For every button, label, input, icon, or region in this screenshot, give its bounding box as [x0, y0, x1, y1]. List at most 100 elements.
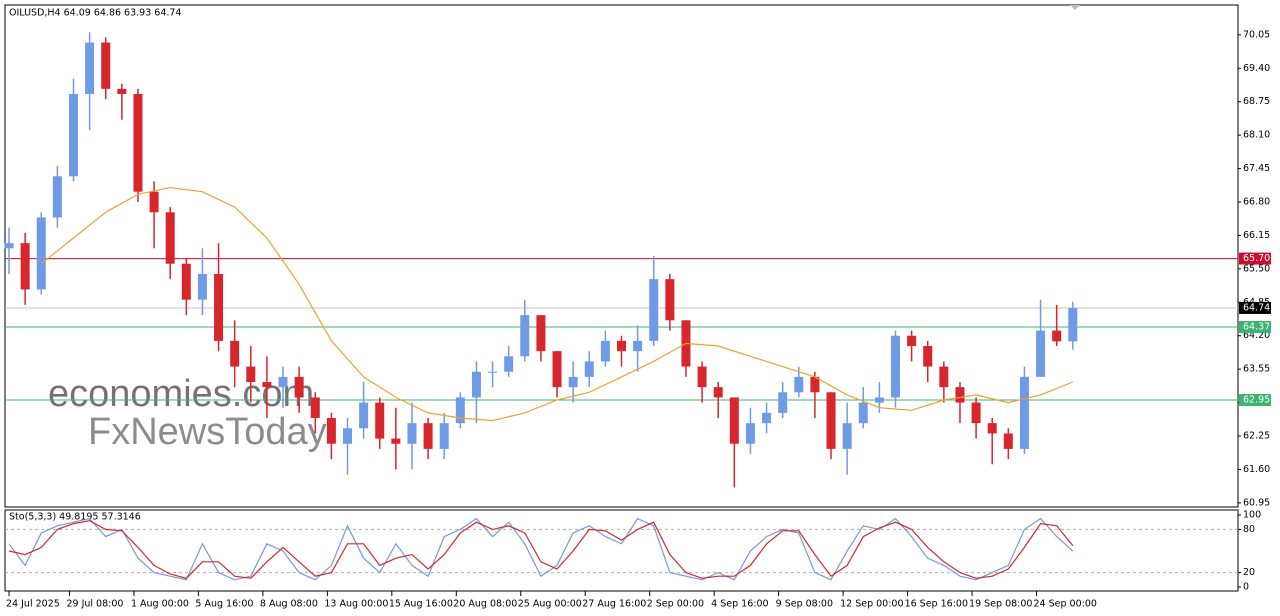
candle-body: [971, 402, 981, 424]
candle-body: [810, 376, 820, 393]
candle-body: [633, 340, 643, 352]
candle-body: [488, 371, 498, 373]
shift-marker: [1070, 5, 1080, 10]
candle-body: [117, 88, 127, 94]
candle-body: [133, 93, 143, 192]
candle-body: [69, 93, 78, 177]
candle-body: [891, 335, 900, 398]
y-tick-label: 62.25: [1243, 431, 1270, 442]
y-tick-label: 60.95: [1243, 497, 1270, 508]
watermark: economies.com: [48, 373, 314, 415]
candle-body: [536, 315, 546, 352]
candle-body: [729, 397, 739, 444]
x-tick-label: 13 Aug 00:00: [324, 599, 388, 610]
level-label-box: [1239, 320, 1271, 333]
x-tick-label: 27 Aug 16:00: [582, 599, 646, 610]
candle-body: [1003, 433, 1013, 449]
x-tick-label: 24 Sep 00:00: [1034, 599, 1097, 610]
stochastic-line: [8, 520, 1074, 579]
candle-body: [471, 371, 481, 398]
candle-body: [778, 392, 788, 413]
candle-body: [584, 361, 594, 377]
candle-body: [600, 340, 610, 362]
level-label: 64.37: [1243, 321, 1270, 332]
candle-body: [343, 428, 352, 444]
candle-body: [4, 243, 14, 249]
y-tick-label: 100: [1243, 509, 1261, 520]
y-tick-label: 20: [1243, 567, 1255, 578]
stochastic-panel-frame: [4, 509, 1239, 592]
candle-body: [165, 212, 175, 264]
candle-body: [665, 279, 675, 321]
candle-body: [359, 402, 369, 429]
y-tick-label: 68.75: [1243, 96, 1270, 107]
candle-body: [697, 366, 707, 388]
candle-body: [230, 340, 240, 367]
candle-body: [955, 387, 965, 403]
candle-body: [262, 382, 272, 388]
y-tick-label: 63.55: [1243, 364, 1270, 375]
x-tick-label: 20 Aug 08:00: [453, 599, 517, 610]
watermark: FxNewsToday: [88, 411, 327, 453]
y-tick-label: 66.15: [1243, 230, 1270, 241]
candle-body: [552, 351, 562, 388]
candle-body: [874, 397, 884, 403]
x-tick-label: 2 Sep 00:00: [647, 599, 704, 610]
moving-average: [40, 186, 1074, 422]
candle-body: [310, 397, 320, 419]
candle-body: [101, 42, 111, 89]
x-tick-label: 25 Aug 00:00: [518, 599, 582, 610]
candle-body: [181, 263, 191, 300]
candle-body: [1068, 307, 1078, 342]
candle-body: [1036, 330, 1046, 377]
chart-title: OILUSD,H4 64.09 64.86 63.93 64.74: [9, 8, 181, 19]
candle-body: [842, 423, 852, 449]
candle-body: [923, 346, 933, 367]
candle-body: [20, 243, 30, 290]
candle-body: [455, 397, 465, 424]
candle-body: [907, 335, 917, 347]
candle-body: [649, 279, 659, 341]
candle-body: [1052, 330, 1062, 342]
candle-body: [36, 217, 46, 290]
candle-body: [149, 191, 159, 213]
candle-body: [794, 376, 804, 393]
x-tick-label: 1 Aug 00:00: [131, 599, 189, 610]
level-label: 62.95: [1243, 395, 1270, 406]
candle-body: [246, 366, 256, 383]
y-tick-label: 61.60: [1243, 464, 1270, 475]
candle-body: [407, 423, 417, 444]
x-tick-label: 15 Aug 16:00: [389, 599, 453, 610]
candle-body: [294, 376, 304, 398]
y-tick-label: 0: [1243, 581, 1249, 592]
candle-body: [52, 176, 62, 218]
level-label-box: [1239, 252, 1271, 265]
candle-body: [939, 366, 949, 388]
candle-body: [1019, 376, 1029, 449]
candle-body: [85, 42, 95, 94]
candle-body: [858, 402, 868, 424]
candle-body: [826, 392, 836, 449]
candle-body: [713, 387, 723, 398]
candle-body: [214, 274, 224, 341]
candle-body: [375, 402, 385, 439]
x-tick-label: 29 Jul 08:00: [66, 599, 123, 610]
candle-body: [278, 376, 288, 388]
candle-body: [568, 376, 578, 388]
candle-body: [391, 438, 401, 444]
y-tick-label: 66.80: [1243, 196, 1270, 207]
candle-body: [745, 423, 755, 444]
level-label: 64.74: [1243, 302, 1270, 313]
x-tick-label: 4 Sep 16:00: [711, 599, 768, 610]
candle-body: [987, 423, 997, 434]
candle-body: [326, 418, 336, 444]
indicator-title: Sto(5,3,3) 49.8195 57.3146: [9, 512, 141, 523]
x-tick-label: 12 Sep 00:00: [840, 599, 903, 610]
stochastic-line: [8, 517, 1074, 581]
level-label-box: [1239, 301, 1271, 314]
stochastic-panel: Sto(5,3,3) 49.8195 57.3146 0 20 80 100 24 Jul…: [5, 509, 1261, 610]
y-tick-label: 80: [1243, 524, 1255, 535]
y-tick-label: 64.20: [1243, 330, 1270, 341]
